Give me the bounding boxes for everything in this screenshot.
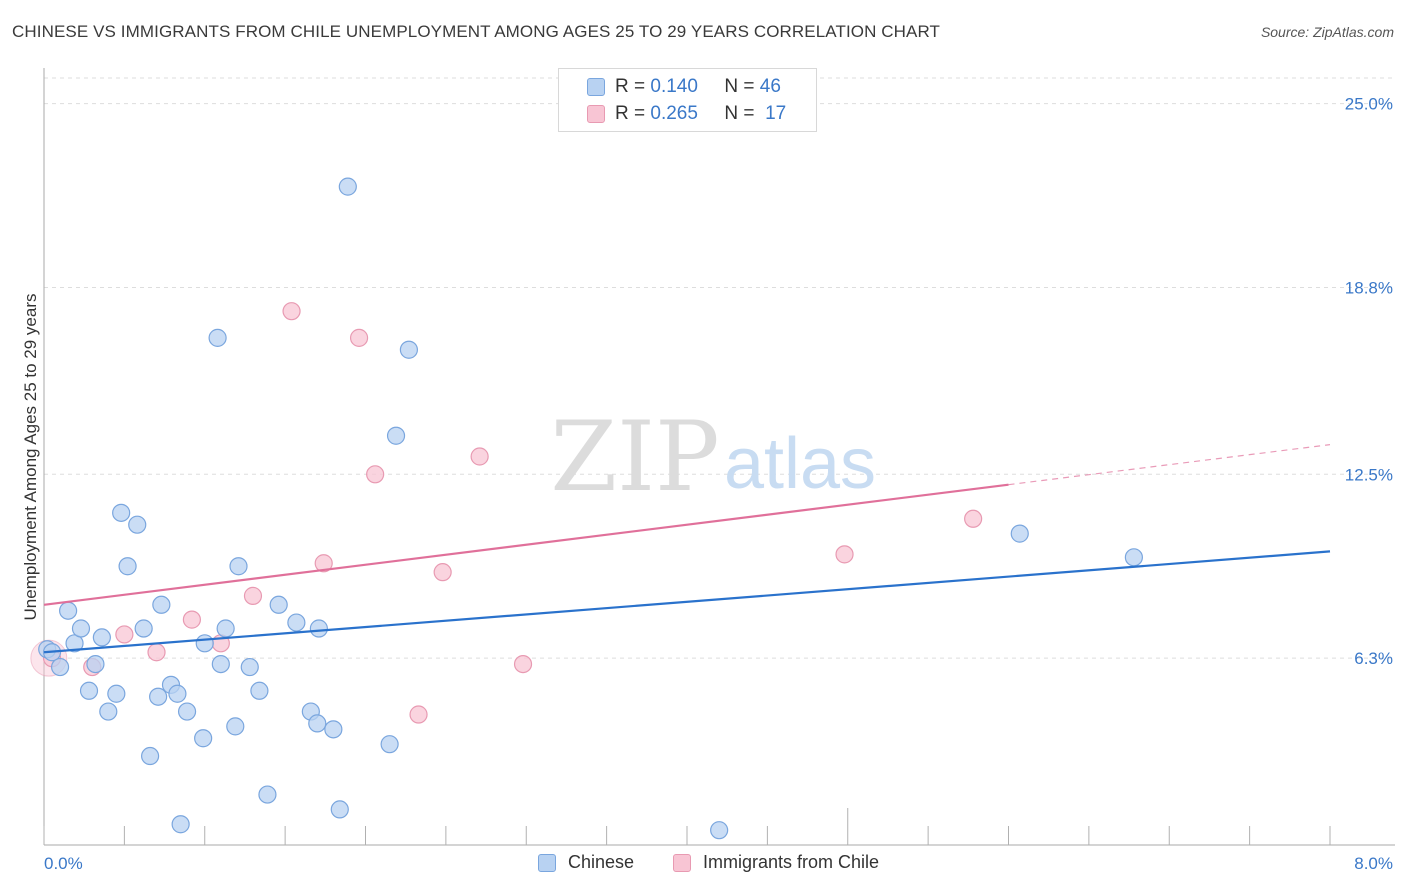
chinese-point xyxy=(399,340,419,359)
chile-swatch xyxy=(587,105,605,123)
chinese-point xyxy=(112,503,131,522)
chinese-point xyxy=(269,595,288,614)
chinese-point xyxy=(1010,524,1029,543)
r-value: 0.140 xyxy=(650,76,698,97)
chinese-point xyxy=(195,634,214,653)
chile-point xyxy=(282,302,301,321)
n-value: 17 xyxy=(765,103,787,124)
legend-label-chile: Immigrants from Chile xyxy=(703,852,880,872)
chinese-point xyxy=(1124,548,1143,567)
chinese-point xyxy=(309,619,328,638)
chinese-point xyxy=(92,628,111,647)
chinese-point xyxy=(152,595,171,614)
source-label: Source: ZipAtlas.com xyxy=(1260,24,1394,40)
chile-point xyxy=(243,586,263,605)
chile-point xyxy=(366,465,385,484)
chinese-point xyxy=(177,702,197,721)
y-tick-label: 25.0% xyxy=(1345,95,1393,114)
n-value: 46 xyxy=(759,76,781,97)
chile-trend-line xyxy=(43,483,1009,606)
chile-trend-line-dashed xyxy=(1008,444,1331,486)
chile-point xyxy=(147,643,166,662)
chinese-point xyxy=(140,746,160,766)
chinese-swatch xyxy=(587,78,605,96)
chinese-point xyxy=(128,515,147,534)
y-axis-label: Unemployment Among Ages 25 to 29 years xyxy=(21,294,40,621)
chinese-swatch xyxy=(538,853,556,872)
chinese-point xyxy=(380,735,399,754)
chile-point xyxy=(182,610,201,629)
chinese-point xyxy=(99,702,118,721)
chile-point xyxy=(314,554,333,573)
chinese-point xyxy=(250,681,269,700)
chile-point xyxy=(470,447,489,466)
n-label: N = xyxy=(724,103,755,124)
x-tick-label: 0.0% xyxy=(44,854,83,873)
chinese-point xyxy=(59,601,78,620)
chile-point xyxy=(349,328,369,347)
chile-point xyxy=(964,509,983,528)
legend-item-chile: Immigrants from Chile xyxy=(673,852,879,873)
chile-point xyxy=(835,545,854,564)
grid xyxy=(44,77,1395,659)
r-label: R = xyxy=(615,103,646,124)
chinese-point xyxy=(258,785,277,804)
tick-labels: 6.3% 12.5% 18.8% 25.0% 0.0% 8.0% xyxy=(44,95,1393,873)
chinese-point xyxy=(211,654,230,674)
legend-label-chinese: Chinese xyxy=(568,852,635,872)
chinese-point xyxy=(710,821,729,840)
n-label: N = xyxy=(724,76,755,97)
chile-point xyxy=(513,654,533,674)
chinese-point xyxy=(338,177,357,196)
chinese-point xyxy=(50,657,70,677)
legend-row-chile: R = 0.265 N = 17 xyxy=(587,102,786,126)
data-points xyxy=(30,177,1143,840)
chinese-point xyxy=(171,815,190,834)
chinese-point xyxy=(324,720,343,739)
chinese-trend-line xyxy=(43,550,1331,654)
chinese-point xyxy=(216,619,235,638)
watermark: ZIP atlas xyxy=(550,401,876,513)
legend-row-chinese: R = 0.140 N = 46 xyxy=(587,75,781,99)
axes xyxy=(43,68,1395,846)
series-legend: Chinese Immigrants from Chile xyxy=(0,852,1406,878)
chinese-point xyxy=(134,619,153,638)
legend-item-chinese: Chinese xyxy=(538,852,634,873)
chinese-point xyxy=(71,619,91,638)
y-tick-label: 12.5% xyxy=(1345,465,1393,484)
watermark-atlas: atlas xyxy=(724,424,876,504)
chinese-point xyxy=(229,557,248,576)
chinese-point xyxy=(118,557,137,576)
chinese-point xyxy=(168,684,187,703)
chinese-point xyxy=(107,684,126,703)
chile-point xyxy=(409,705,428,724)
chinese-point xyxy=(86,654,105,674)
chile-point xyxy=(115,625,134,644)
chinese-point xyxy=(79,681,99,700)
r-value: 0.265 xyxy=(650,103,698,124)
chinese-point xyxy=(287,613,306,632)
x-tick-label: 8.0% xyxy=(1354,854,1393,873)
watermark-zip: ZIP xyxy=(550,401,719,513)
chinese-point xyxy=(194,729,213,748)
trend-lines xyxy=(43,444,1331,654)
correlation-legend: R = 0.140 N = 46 R = 0.265 N = 17 xyxy=(558,68,817,132)
chile-point xyxy=(433,563,452,582)
chinese-point xyxy=(208,328,227,347)
r-label: R = xyxy=(615,76,646,97)
chinese-point xyxy=(240,657,259,677)
chinese-point xyxy=(386,426,406,445)
chile-swatch xyxy=(673,853,691,872)
chart-title: CHINESE VS IMMIGRANTS FROM CHILE UNEMPLO… xyxy=(12,22,941,41)
chinese-point xyxy=(308,714,327,733)
chinese-point xyxy=(226,717,245,736)
chinese-point xyxy=(330,800,349,819)
y-tick-label: 18.8% xyxy=(1345,278,1393,297)
chinese-point xyxy=(149,687,168,706)
y-tick-label: 6.3% xyxy=(1354,649,1393,668)
